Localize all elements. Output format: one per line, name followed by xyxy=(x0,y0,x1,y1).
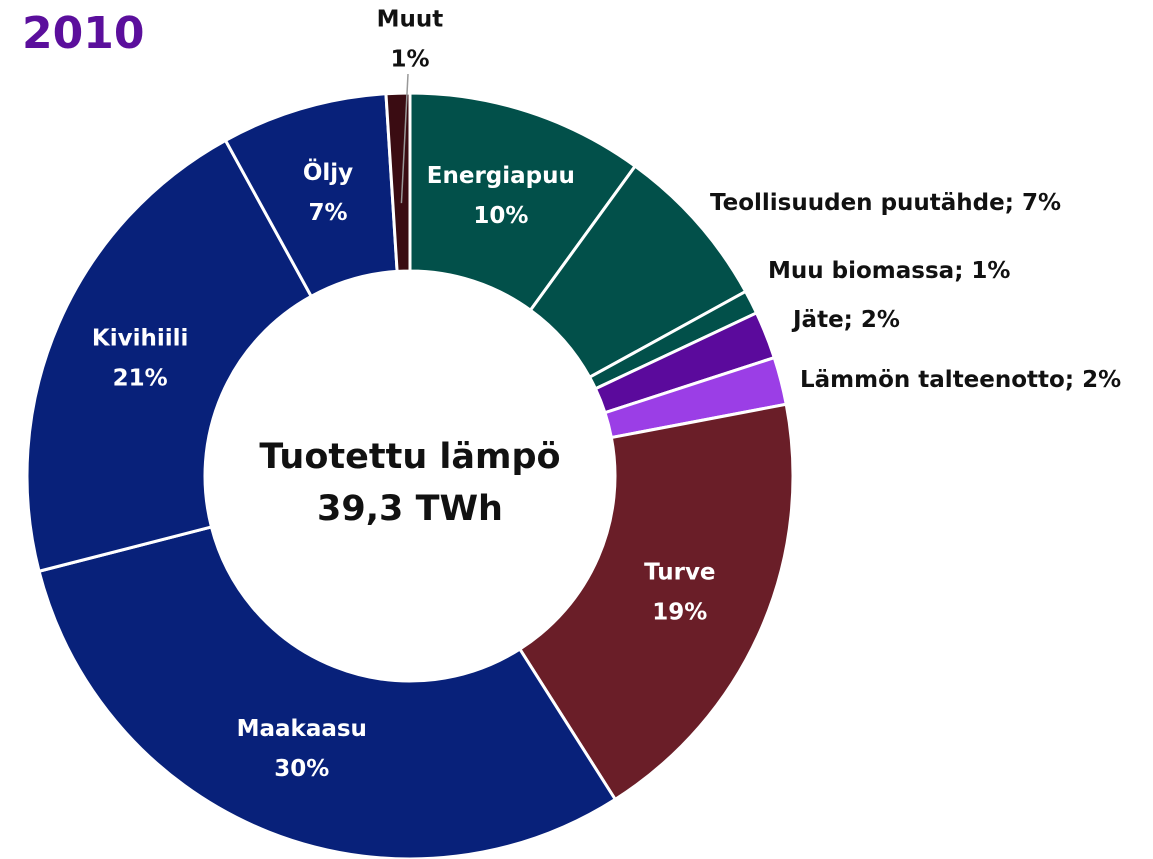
label-separator: ; xyxy=(844,307,861,333)
slice-label: Muu biomassa; 1% xyxy=(768,258,1010,284)
label-separator: ; xyxy=(1065,367,1082,393)
center-label: 39,3 TWh xyxy=(317,489,503,529)
value-label: 1% xyxy=(390,47,429,73)
category-label: Öljy xyxy=(303,158,353,186)
slice-label: Jäte; 2% xyxy=(791,307,900,333)
donut-slice xyxy=(384,91,412,273)
value-label: 19% xyxy=(652,599,707,625)
value-label: 7% xyxy=(308,200,347,226)
category-label: Teollisuuden puutähde xyxy=(710,190,1005,216)
value-label: 30% xyxy=(274,756,329,782)
category-label: Energiapuu xyxy=(427,163,575,189)
value-label: 21% xyxy=(113,366,168,392)
category-label: Muu biomassa xyxy=(768,258,954,284)
slice-label: Lämmön talteenotto; 2% xyxy=(800,367,1121,393)
value-label: 2% xyxy=(861,307,900,333)
chart-title: 2010 xyxy=(22,8,144,59)
category-label: Jäte xyxy=(791,307,844,333)
donut-slice xyxy=(517,402,795,802)
center-label: Tuotettu lämpö xyxy=(259,437,560,477)
category-label: Lämmön talteenotto xyxy=(800,367,1065,393)
donut-slice xyxy=(37,525,618,859)
value-label: 1% xyxy=(971,258,1010,284)
leader-line xyxy=(400,73,409,204)
slice-label: Teollisuuden puutähde; 7% xyxy=(710,190,1061,216)
category-label: Kivihiili xyxy=(92,326,189,352)
value-label: 2% xyxy=(1082,367,1121,393)
value-label: 7% xyxy=(1022,190,1061,216)
label-separator: ; xyxy=(1005,190,1022,216)
donut-slice xyxy=(25,138,314,574)
category-label: Turve xyxy=(644,559,715,585)
value-label: 10% xyxy=(473,203,528,229)
label-separator: ; xyxy=(954,258,971,284)
category-label: Maakaasu xyxy=(237,716,367,742)
category-label: Muut xyxy=(377,7,444,33)
